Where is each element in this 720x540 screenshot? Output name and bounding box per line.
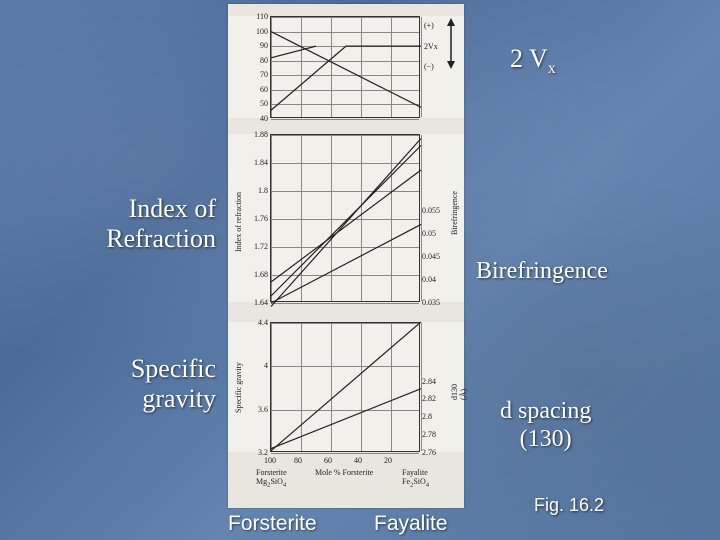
ytick-left: 1.84 bbox=[254, 158, 268, 167]
ytick-right: 0.045 bbox=[422, 252, 440, 261]
ytick-right: 2.84 bbox=[422, 377, 436, 386]
ytick-left: 70 bbox=[260, 70, 268, 79]
ylabel-left: Index of refraction bbox=[234, 192, 243, 252]
ytick-right: 0.04 bbox=[422, 275, 436, 284]
ytick-left: 3.6 bbox=[258, 405, 268, 414]
x-end-fayalite: FayaliteFe2SiO4 bbox=[402, 468, 452, 489]
xtick-label: 80 bbox=[294, 456, 302, 465]
line-n-gamma bbox=[271, 139, 421, 307]
right-mark: 2Vx bbox=[424, 42, 438, 51]
ytick-right: 2.8 bbox=[422, 412, 432, 421]
ytick-left: 40 bbox=[260, 114, 268, 123]
label-index-of-refraction: Index of Refraction bbox=[16, 194, 216, 254]
xtick-label: 40 bbox=[354, 456, 362, 465]
chart-plot-twoV bbox=[270, 16, 420, 118]
fig-caption: Fig. 16.2 bbox=[534, 495, 604, 516]
line-short bbox=[271, 46, 316, 58]
chart-panel-sg_d130: 4.443.63.22.842.822.82.782.76d130 (Å)Spe… bbox=[228, 322, 464, 452]
ytick-left: 110 bbox=[256, 12, 268, 21]
series-twoV bbox=[271, 17, 421, 119]
label-2vx: 2 Vx bbox=[510, 44, 556, 78]
line-upper-2V bbox=[271, 46, 421, 110]
ytick-left: 100 bbox=[256, 27, 268, 36]
ytick-right: 0.055 bbox=[422, 206, 440, 215]
label-forsterite: Forsterite bbox=[228, 512, 317, 536]
chart-plot-index_biref bbox=[270, 134, 420, 302]
ior-line1: Index of bbox=[129, 194, 216, 223]
sg-line1: Specific bbox=[131, 354, 216, 383]
ytick-left: 1.8 bbox=[258, 186, 268, 195]
line-biref bbox=[271, 224, 421, 303]
label-fayalite: Fayalite bbox=[374, 512, 448, 536]
line-diag-down bbox=[271, 32, 421, 108]
ytick-left: 80 bbox=[260, 56, 268, 65]
ylabel-right: d130 (Å) bbox=[450, 384, 468, 400]
ytick-right: 2.78 bbox=[422, 430, 436, 439]
ytick-right: 2.76 bbox=[422, 448, 436, 457]
ylabel-right: Birefringence bbox=[450, 191, 459, 235]
chart-plot-sg_d130 bbox=[270, 322, 420, 452]
ytick-left: 1.72 bbox=[254, 242, 268, 251]
arrow-icon bbox=[444, 18, 458, 69]
x-end-forsterite: ForsteriteMg2SiO4 bbox=[256, 468, 306, 489]
xaxis-label: Mole % Forsterite bbox=[315, 468, 373, 477]
right-mark: (−) bbox=[424, 62, 434, 71]
ytick-left: 1.64 bbox=[254, 298, 268, 307]
ytick-left: 1.76 bbox=[254, 214, 268, 223]
line-n-beta bbox=[271, 146, 421, 297]
label-specific-gravity: Specific gravity bbox=[16, 354, 216, 414]
series-sg_d130 bbox=[271, 323, 421, 453]
fayalite-text: Fayalite bbox=[374, 512, 448, 535]
ytick-left: 4 bbox=[264, 361, 268, 370]
ytick-left: 50 bbox=[260, 99, 268, 108]
fig-caption-text: Fig. 16.2 bbox=[534, 495, 604, 515]
xtick-label: 20 bbox=[384, 456, 392, 465]
series-index_biref bbox=[271, 135, 421, 303]
chart-panel-twoV: 110100908070605040(+)2Vx(−) bbox=[228, 16, 464, 118]
line-sg bbox=[271, 322, 421, 451]
label-d-spacing: d spacing (130) bbox=[500, 398, 591, 453]
ytick-left: 1.68 bbox=[254, 270, 268, 279]
olivine-chart-figure: 110 100 90 80 70 60 50 40 (+) 2Vx (−) 1.88 1.84 1.8 1.… bbox=[228, 4, 464, 508]
ytick-left: 4.4 bbox=[258, 318, 268, 327]
ylabel-left: Specific gravity bbox=[234, 362, 243, 413]
dsp-line2: (130) bbox=[520, 426, 572, 452]
dsp-line1: d spacing bbox=[500, 398, 591, 424]
label-birefringence: Birefringence bbox=[476, 258, 608, 286]
chart-panel-index_biref: 1.881.841.81.761.721.681.640.0550.050.04… bbox=[228, 134, 464, 302]
ytick-right: 0.05 bbox=[422, 229, 436, 238]
biref-text: Birefringence bbox=[476, 258, 608, 284]
xtick-label: 100 bbox=[264, 456, 276, 465]
ytick-left: 60 bbox=[260, 85, 268, 94]
forsterite-text: Forsterite bbox=[228, 512, 317, 535]
xtick-label: 60 bbox=[324, 456, 332, 465]
sg-line2: gravity bbox=[142, 384, 216, 413]
ytick-right: 2.82 bbox=[422, 394, 436, 403]
ytick-left: 1.88 bbox=[254, 130, 268, 139]
line-d130 bbox=[271, 389, 421, 449]
ior-line2: Refraction bbox=[106, 224, 216, 253]
line-n-alpha bbox=[271, 170, 421, 282]
ytick-right: 0.035 bbox=[422, 298, 440, 307]
right-mark: (+) bbox=[424, 21, 434, 30]
ytick-left: 90 bbox=[260, 41, 268, 50]
